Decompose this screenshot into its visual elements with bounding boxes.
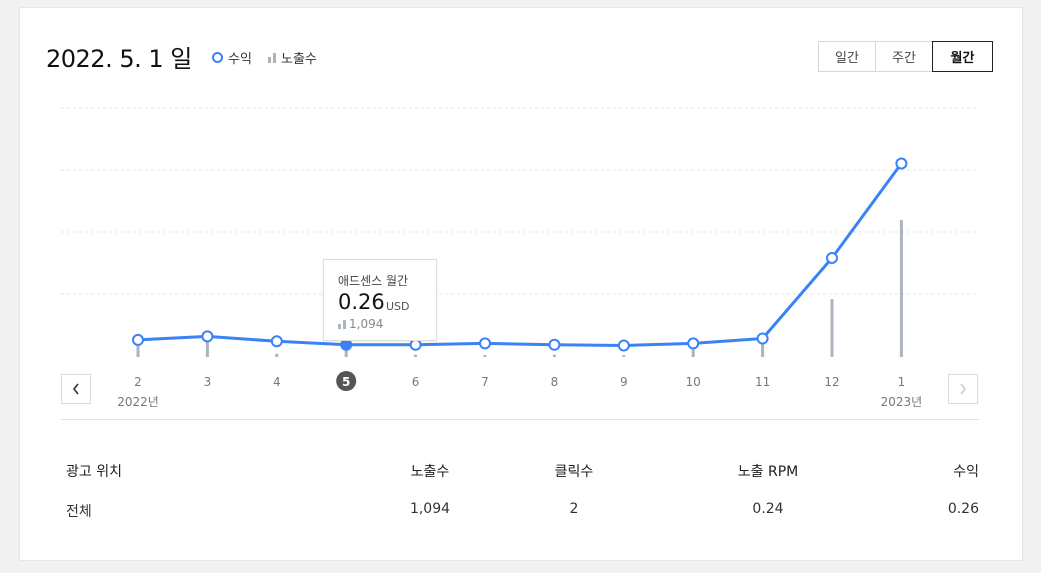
revenue-point (548, 338, 561, 351)
year-label: 2022년 (117, 395, 159, 409)
year-label: 2023년 (881, 395, 923, 409)
revenue-point (132, 333, 144, 346)
impression-bar (275, 353, 279, 357)
revenue-point (617, 339, 630, 352)
selected-month-marker (336, 371, 357, 391)
x-tick-label: 12 (824, 375, 839, 389)
bar-chart-icon (338, 319, 346, 329)
revenue-point (270, 335, 283, 348)
legend-impressions-label: 노출수 (281, 52, 317, 67)
impression-bar (899, 220, 903, 357)
impression-bar (830, 299, 834, 357)
chart-tooltip: 애드센스 월간 0.26 USD 1,094 (323, 259, 437, 341)
cell-impressions: 1,094 (409, 501, 451, 517)
legend-revenue: 수익 (212, 48, 252, 67)
col-header-impressions: 노출수 (410, 464, 450, 480)
tooltip-impressions-value: 1,094 (349, 317, 384, 331)
x-tick-label: 9 (620, 375, 628, 389)
impression-bar (622, 355, 626, 357)
cell-ad-position: 전체 (66, 504, 92, 520)
x-tick-label: 7 (481, 375, 489, 389)
tab-monthly[interactable]: 월간 (932, 41, 993, 72)
tab-weekly[interactable]: 주간 (875, 41, 933, 72)
x-tick-label: 2 (134, 375, 142, 389)
report-card (19, 7, 1023, 561)
x-tick-label: 8 (551, 375, 559, 389)
next-period-button[interactable] (948, 374, 978, 404)
impression-bar (205, 331, 209, 357)
x-tick-label: 6 (412, 375, 420, 389)
chevron-left-icon (72, 383, 79, 395)
prev-period-button[interactable] (61, 374, 91, 404)
divider (61, 419, 979, 420)
tooltip-value: 0.26 (338, 290, 385, 314)
impression-bar (414, 354, 418, 357)
legend-revenue-label: 수익 (228, 52, 252, 67)
x-tick-label: 4 (273, 375, 281, 389)
revenue-point (687, 337, 700, 350)
revenue-point (826, 252, 838, 264)
revenue-line (137, 162, 903, 347)
cell-clicks: 2 (569, 501, 579, 517)
revenue-point (895, 157, 908, 170)
impression-bar (761, 336, 765, 357)
col-header-clicks: 클릭수 (554, 464, 594, 480)
tab-daily[interactable]: 일간 (818, 41, 876, 72)
legend-impressions: 노출수 (268, 48, 317, 67)
x-tick-label: 5 (342, 375, 350, 389)
x-tick-label: 11 (755, 375, 770, 389)
x-tick-label: 10 (686, 375, 701, 389)
col-header-rpm: 노출 RPM (737, 464, 799, 480)
impression-bar (483, 355, 487, 357)
impression-bar (552, 354, 556, 357)
revenue-point (479, 337, 491, 350)
col-header-revenue: 수익 (953, 464, 979, 480)
revenue-point (756, 332, 769, 345)
revenue-point (201, 330, 214, 343)
revenue-point (340, 338, 353, 351)
x-tick-label: 1 (898, 375, 906, 389)
tooltip-impressions: 1,094 (338, 317, 383, 331)
date-title: 2022. 5. 1 일 (46, 45, 192, 73)
tooltip-unit: USD (386, 300, 410, 313)
revenue-point (409, 338, 422, 351)
bar-chart-icon (268, 52, 276, 63)
line-dot-icon (212, 52, 223, 63)
period-toggle: 일간 주간 월간 (818, 41, 993, 72)
cell-rpm: 0.24 (752, 501, 784, 517)
cell-revenue: 0.26 (947, 501, 979, 517)
col-header-ad-position: 광고 위치 (66, 464, 122, 480)
tooltip-title: 애드센스 월간 (338, 274, 409, 288)
chevron-right-icon (960, 383, 967, 395)
x-tick-label: 3 (204, 375, 212, 389)
